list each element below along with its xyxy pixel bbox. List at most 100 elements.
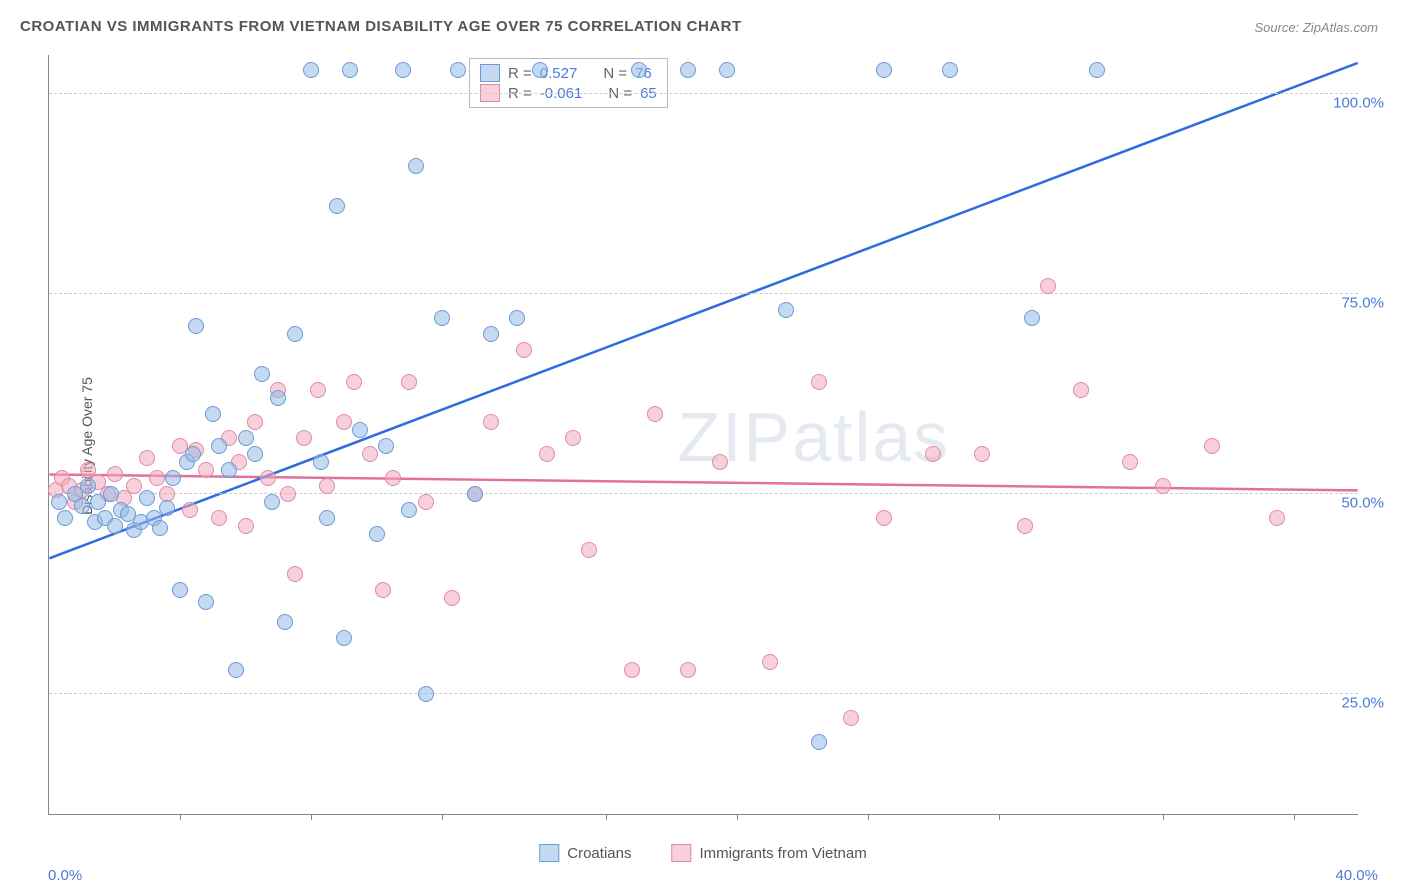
vietnam-point	[483, 414, 499, 430]
vietnam-point	[811, 374, 827, 390]
croatian-point	[434, 310, 450, 326]
legend-label-croatian: Croatians	[567, 845, 631, 862]
vietnam-point	[182, 502, 198, 518]
croatian-point	[401, 502, 417, 518]
gridline	[49, 693, 1358, 694]
croatian-point	[238, 430, 254, 446]
x-tick	[606, 814, 607, 820]
croatian-point	[277, 614, 293, 630]
legend-swatch-croatian	[539, 844, 559, 862]
croatian-point	[80, 478, 96, 494]
vietnam-point	[280, 486, 296, 502]
croatian-point	[329, 198, 345, 214]
x-tick	[737, 814, 738, 820]
vietnam-point	[247, 414, 263, 430]
croatian-point	[342, 62, 358, 78]
chart-title: CROATIAN VS IMMIGRANTS FROM VIETNAM DISA…	[20, 18, 742, 35]
vietnam-point	[1204, 438, 1220, 454]
croatian-point	[139, 490, 155, 506]
croatian-point	[1089, 62, 1105, 78]
vietnam-point	[1269, 510, 1285, 526]
legend-item-croatian: Croatians	[539, 844, 631, 862]
vietnam-point	[296, 430, 312, 446]
x-tick	[1294, 814, 1295, 820]
croatian-point	[159, 500, 175, 516]
vietnam-point	[149, 470, 165, 486]
vietnam-point	[647, 406, 663, 422]
vietnam-point	[516, 342, 532, 358]
vietnam-point	[198, 462, 214, 478]
vietnam-point	[287, 566, 303, 582]
vietnam-point	[139, 450, 155, 466]
croatian-point	[287, 326, 303, 342]
croatian-point	[270, 390, 286, 406]
croatian-point	[418, 686, 434, 702]
croatian-point	[483, 326, 499, 342]
vietnam-point	[375, 582, 391, 598]
croatian-point	[74, 498, 90, 514]
croatian-point	[719, 62, 735, 78]
croatian-point	[221, 462, 237, 478]
vietnam-point	[336, 414, 352, 430]
vietnam-point	[565, 430, 581, 446]
croatian-point	[188, 318, 204, 334]
croatian-point	[378, 438, 394, 454]
vietnam-point	[974, 446, 990, 462]
croatian-point	[395, 62, 411, 78]
croatian-point	[107, 518, 123, 534]
croatian-point	[631, 62, 647, 78]
vietnam-point	[211, 510, 227, 526]
vietnam-point	[1073, 382, 1089, 398]
vietnam-point	[1017, 518, 1033, 534]
vietnam-point	[418, 494, 434, 510]
vietnam-point	[1155, 478, 1171, 494]
croatian-point	[369, 526, 385, 542]
swatch-croatian	[480, 64, 500, 82]
croatian-point	[172, 582, 188, 598]
x-tick	[999, 814, 1000, 820]
vietnam-point	[444, 590, 460, 606]
vietnam-point	[107, 466, 123, 482]
vietnam-point	[319, 478, 335, 494]
croatian-point	[103, 486, 119, 502]
y-tick-label: 50.0%	[1341, 495, 1384, 512]
vietnam-point	[680, 662, 696, 678]
croatian-point	[811, 734, 827, 750]
plot-area: ZIPatlas R = 0.527 N = 76 R = -0.061 N =…	[48, 55, 1358, 815]
croatian-point	[509, 310, 525, 326]
croatian-point	[876, 62, 892, 78]
y-tick-label: 100.0%	[1333, 95, 1384, 112]
legend-label-vietnam: Immigrants from Vietnam	[699, 845, 866, 862]
vietnam-point	[260, 470, 276, 486]
vietnam-point	[581, 542, 597, 558]
gridline	[49, 293, 1358, 294]
vietnam-point	[624, 662, 640, 678]
gridline	[49, 93, 1358, 94]
x-tick	[311, 814, 312, 820]
croatian-point	[467, 486, 483, 502]
croatian-point	[942, 62, 958, 78]
y-tick-label: 25.0%	[1341, 695, 1384, 712]
croatian-point	[408, 158, 424, 174]
vietnam-point	[1122, 454, 1138, 470]
vietnam-point	[712, 454, 728, 470]
croatian-point	[352, 422, 368, 438]
legend-item-vietnam: Immigrants from Vietnam	[671, 844, 866, 862]
vietnam-point	[310, 382, 326, 398]
vietnam-point	[876, 510, 892, 526]
croatian-point	[205, 406, 221, 422]
croatian-point	[264, 494, 280, 510]
x-tick	[868, 814, 869, 820]
croatian-point	[319, 510, 335, 526]
vietnam-point	[346, 374, 362, 390]
vietnam-point	[925, 446, 941, 462]
croatian-point	[228, 662, 244, 678]
croatian-point	[198, 594, 214, 610]
croatian-point	[51, 494, 67, 510]
croatian-point	[1024, 310, 1040, 326]
n-label: N =	[603, 65, 627, 82]
croatian-point	[313, 454, 329, 470]
croatian-point	[778, 302, 794, 318]
croatian-point	[185, 446, 201, 462]
bottom-legend: Croatians Immigrants from Vietnam	[539, 844, 866, 862]
